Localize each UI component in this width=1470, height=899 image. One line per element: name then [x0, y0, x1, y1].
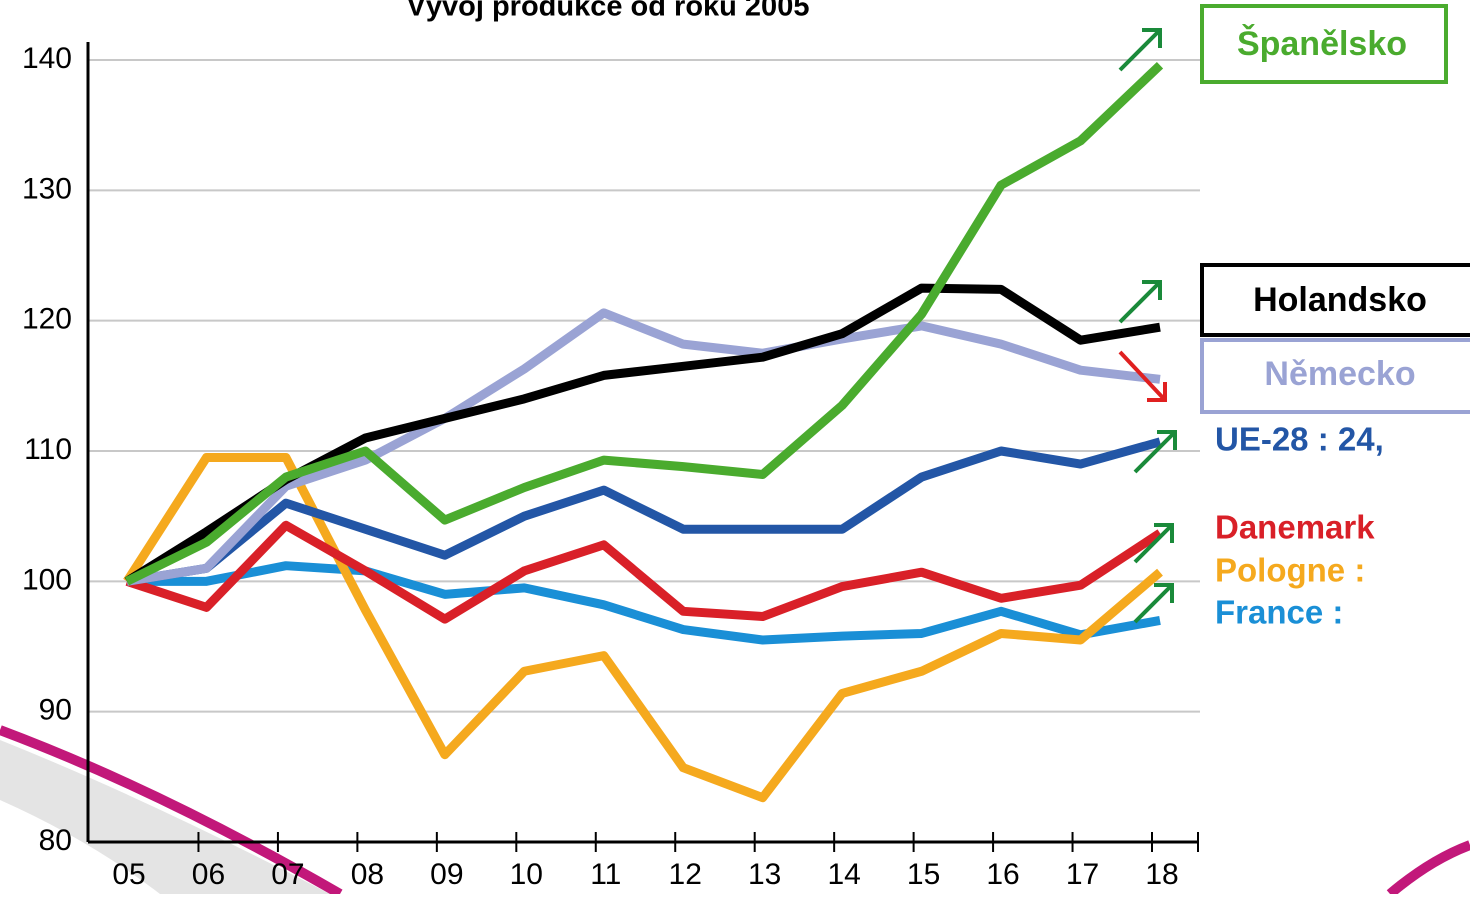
x-tick-label: 09 — [430, 858, 463, 891]
x-tick-label: 06 — [192, 858, 225, 891]
x-tick-label: 14 — [827, 858, 860, 891]
series-line — [126, 308, 1161, 586]
y-tick-label: 90 — [39, 694, 72, 727]
x-tick-label: 17 — [1066, 858, 1099, 891]
x-tick-label: 15 — [907, 858, 940, 891]
x-tick-label: 05 — [112, 858, 145, 891]
series-line — [127, 561, 1161, 645]
y-tick-label: 140 — [22, 42, 72, 75]
y-tick-label: 120 — [22, 303, 72, 336]
x-tick-label: 11 — [590, 858, 621, 891]
legend-label: UE-28 : 24, — [1215, 421, 1384, 458]
legend-label: Pologne : — [1215, 552, 1365, 589]
x-tick-label: 18 — [1145, 858, 1178, 891]
legend-label: France : — [1215, 594, 1343, 631]
series-line — [125, 520, 1163, 624]
legend-box — [1200, 263, 1470, 337]
x-tick-label: 13 — [748, 858, 781, 891]
trend-arrows — [1118, 28, 1177, 624]
y-tick-label: 130 — [22, 172, 72, 205]
chart-title: Vývoj produkce od roku 2005 — [407, 0, 810, 23]
legend-label: Holandsko — [1253, 281, 1427, 319]
series-line — [126, 437, 1162, 586]
legend-label: Danemark — [1215, 509, 1375, 546]
background-swoosh — [1386, 840, 1470, 898]
background-swoosh — [0, 740, 330, 894]
legend-label: Německo — [1264, 355, 1415, 393]
y-tick-label: 100 — [22, 563, 72, 596]
x-tick-label: 16 — [986, 858, 1019, 891]
y-tick-label: 80 — [39, 824, 72, 857]
x-tick-label: 08 — [351, 858, 384, 891]
legend: Španělsko Holandsko Německo UE-28 : 24, Dane… — [1200, 4, 1470, 631]
x-tick-label: 10 — [510, 858, 543, 891]
x-tick-label: 07 — [271, 858, 304, 891]
plot — [123, 61, 1164, 803]
background-swoosh — [0, 725, 343, 899]
legend-box — [1200, 338, 1470, 414]
x-tick-label: 12 — [669, 858, 702, 891]
y-tick-label: 110 — [24, 433, 72, 466]
legend-label: Španělsko — [1237, 24, 1407, 63]
legend-box — [1200, 4, 1448, 84]
series-line — [125, 61, 1164, 586]
